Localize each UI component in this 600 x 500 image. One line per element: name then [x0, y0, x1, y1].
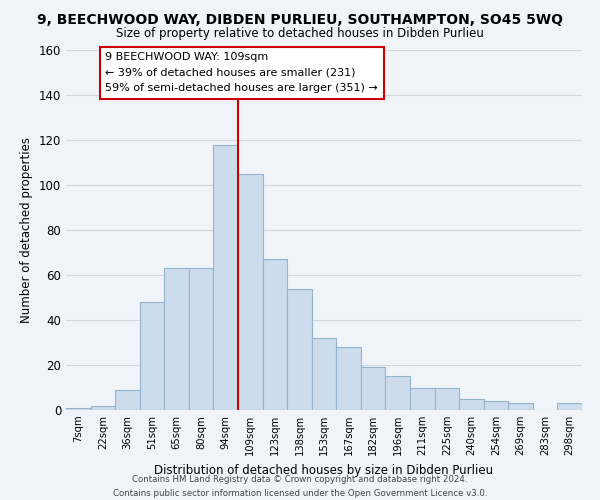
- Bar: [361, 367, 385, 410]
- Bar: [434, 388, 459, 410]
- Text: Contains HM Land Registry data © Crown copyright and database right 2024.
Contai: Contains HM Land Registry data © Crown c…: [113, 476, 487, 498]
- Bar: [312, 338, 336, 410]
- Bar: [287, 288, 312, 410]
- Bar: [336, 347, 361, 410]
- Bar: [140, 302, 164, 410]
- Bar: [263, 260, 287, 410]
- Text: 9, BEECHWOOD WAY, DIBDEN PURLIEU, SOUTHAMPTON, SO45 5WQ: 9, BEECHWOOD WAY, DIBDEN PURLIEU, SOUTHA…: [37, 12, 563, 26]
- Text: Size of property relative to detached houses in Dibden Purlieu: Size of property relative to detached ho…: [116, 28, 484, 40]
- Bar: [164, 268, 189, 410]
- Bar: [508, 403, 533, 410]
- Bar: [238, 174, 263, 410]
- Bar: [484, 401, 508, 410]
- Bar: [189, 268, 214, 410]
- Y-axis label: Number of detached properties: Number of detached properties: [20, 137, 33, 323]
- Bar: [557, 403, 582, 410]
- Bar: [115, 390, 140, 410]
- Text: 9 BEECHWOOD WAY: 109sqm
← 39% of detached houses are smaller (231)
59% of semi-d: 9 BEECHWOOD WAY: 109sqm ← 39% of detache…: [106, 52, 378, 94]
- X-axis label: Distribution of detached houses by size in Dibden Purlieu: Distribution of detached houses by size …: [154, 464, 494, 476]
- Bar: [91, 406, 115, 410]
- Bar: [459, 399, 484, 410]
- Bar: [214, 144, 238, 410]
- Bar: [385, 376, 410, 410]
- Bar: [410, 388, 434, 410]
- Bar: [66, 408, 91, 410]
